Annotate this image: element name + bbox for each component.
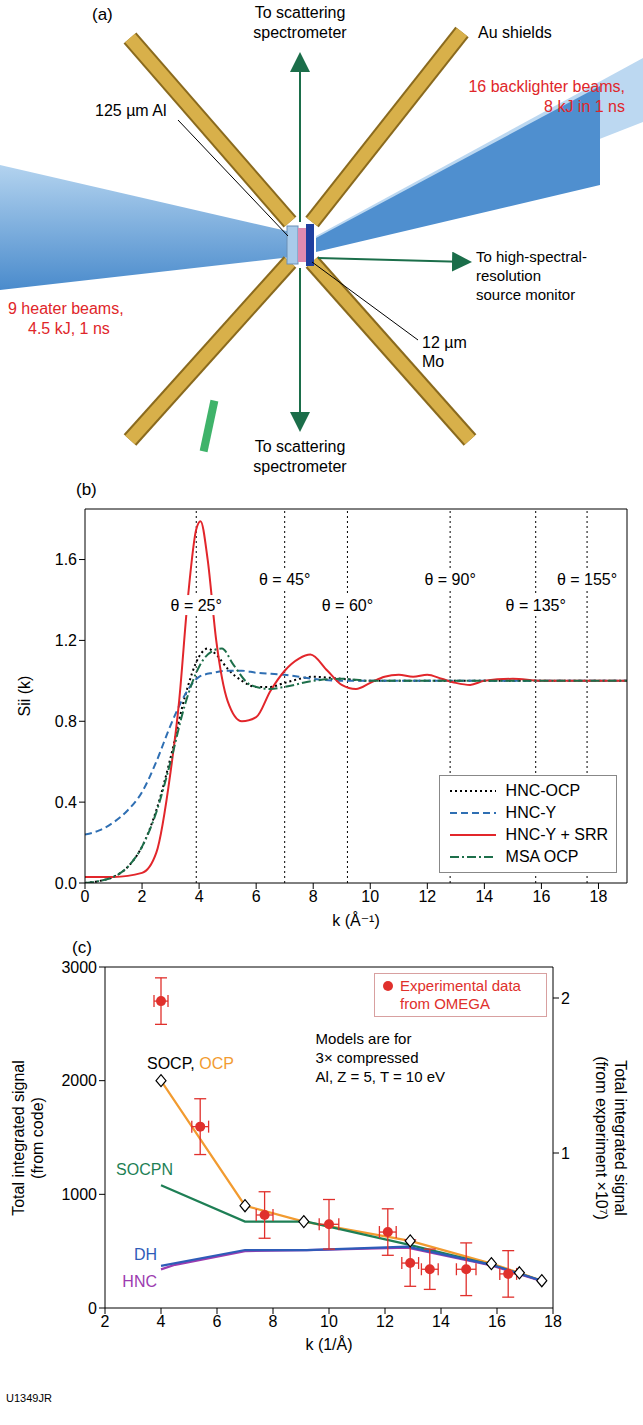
svg-text:DH: DH [134, 1246, 157, 1263]
svg-text:SOCPN: SOCPN [116, 1161, 173, 1178]
svg-text:spectrometer: spectrometer [253, 458, 347, 475]
svg-text:12: 12 [418, 888, 436, 905]
svg-text:1: 1 [561, 1145, 570, 1162]
html-text:k (1/Å): k (1/Å) [305, 1336, 353, 1353]
html-text:(from code): (from code) [29, 1096, 46, 1179]
html-text:Total integrated signal: Total integrated signal [10, 1059, 27, 1216]
svg-text:1.6: 1.6 [55, 551, 77, 568]
svg-text:0: 0 [88, 1300, 97, 1317]
svg-text:θ = 90°: θ = 90° [424, 571, 475, 588]
html-text:HNC-Y: HNC-Y [505, 804, 557, 821]
svg-text:θ = 135°: θ = 135° [506, 597, 566, 614]
html-text:U1349JR: U1349JR [6, 1392, 52, 1404]
svg-text:θ = 60°: θ = 60° [322, 597, 373, 614]
html-text:(from experiment ×10⁷): (from experiment ×10⁷) [593, 1055, 610, 1220]
svg-text:resolution: resolution [476, 267, 541, 284]
svg-text:SOCP, OCP: SOCP, OCP [147, 1055, 234, 1072]
svg-text:0.8: 0.8 [55, 713, 77, 730]
svg-text:2: 2 [561, 990, 570, 1007]
html-text:(b): (b) [76, 480, 97, 499]
svg-text:16: 16 [533, 888, 551, 905]
svg-text:θ = 25°: θ = 25° [171, 597, 222, 614]
svg-text:0.0: 0.0 [55, 875, 77, 892]
svg-text:θ = 45°: θ = 45° [259, 571, 310, 588]
svg-text:1.2: 1.2 [55, 632, 77, 649]
svg-text:θ = 155°: θ = 155° [557, 571, 617, 588]
html-text:Experimental data from OMEGA: Experimental data from OMEGA [400, 977, 521, 1012]
html-text:MSA OCP: MSA OCP [505, 848, 579, 865]
html-text:3× compressed: 3× compressed [315, 1049, 419, 1066]
svg-text:2000: 2000 [61, 1072, 97, 1089]
svg-text:6: 6 [252, 888, 261, 905]
svg-text:10: 10 [361, 888, 379, 905]
svg-text:14: 14 [432, 1313, 450, 1330]
svg-text:2: 2 [101, 1313, 110, 1330]
svg-text:4.5 kJ, 1 ns: 4.5 kJ, 1 ns [28, 320, 110, 337]
svg-text:source monitor: source monitor [476, 286, 575, 303]
svg-text:9 heater beams,: 9 heater beams, [8, 300, 124, 317]
svg-text:To scattering: To scattering [255, 438, 346, 455]
svg-text:3000: 3000 [61, 959, 97, 976]
html-text:HNC-OCP: HNC-OCP [505, 782, 581, 799]
svg-text:2: 2 [138, 888, 147, 905]
svg-text:16: 16 [488, 1313, 506, 1330]
svg-text:125 µm Al: 125 µm Al [95, 102, 166, 119]
svg-text:Mo: Mo [422, 353, 444, 370]
html-text:k (Å⁻¹): k (Å⁻¹) [332, 912, 380, 929]
svg-text:4: 4 [157, 1313, 166, 1330]
svg-text:8: 8 [309, 888, 318, 905]
svg-text:To scattering: To scattering [255, 4, 346, 21]
svg-text:14: 14 [475, 888, 493, 905]
svg-text:6: 6 [213, 1313, 222, 1330]
svg-text:1000: 1000 [61, 1186, 97, 1203]
svg-text:(a): (a) [92, 5, 113, 24]
svg-text:HNC: HNC [122, 1273, 157, 1290]
html-text:HNC-Y + SRR: HNC-Y + SRR [505, 826, 608, 843]
svg-text:0: 0 [81, 888, 90, 905]
html-text:(c): (c) [72, 938, 92, 957]
svg-text:spectrometer: spectrometer [253, 24, 347, 41]
svg-text:Au shields: Au shields [478, 24, 552, 41]
svg-text:18: 18 [544, 1313, 562, 1330]
svg-text:8: 8 [269, 1313, 278, 1330]
svg-text:18: 18 [590, 888, 608, 905]
svg-text:To high-spectral-: To high-spectral- [476, 248, 587, 265]
svg-text:4: 4 [195, 888, 204, 905]
svg-text:12: 12 [376, 1313, 394, 1330]
html-text:Models are for: Models are for [315, 1030, 412, 1047]
html-text:Total integrated signal: Total integrated signal [612, 1059, 629, 1216]
svg-text:16 backlighter beams,: 16 backlighter beams, [468, 78, 625, 95]
svg-text:12 µm: 12 µm [422, 334, 467, 351]
svg-text:0.4: 0.4 [55, 794, 77, 811]
svg-text:10: 10 [320, 1313, 338, 1330]
svg-text:8 kJ in 1 ns: 8 kJ in 1 ns [544, 98, 625, 115]
html-text:Sii (k): Sii (k) [15, 675, 33, 717]
html-text:Al, Z = 5, T = 10 eV: Al, Z = 5, T = 10 eV [315, 1068, 446, 1085]
